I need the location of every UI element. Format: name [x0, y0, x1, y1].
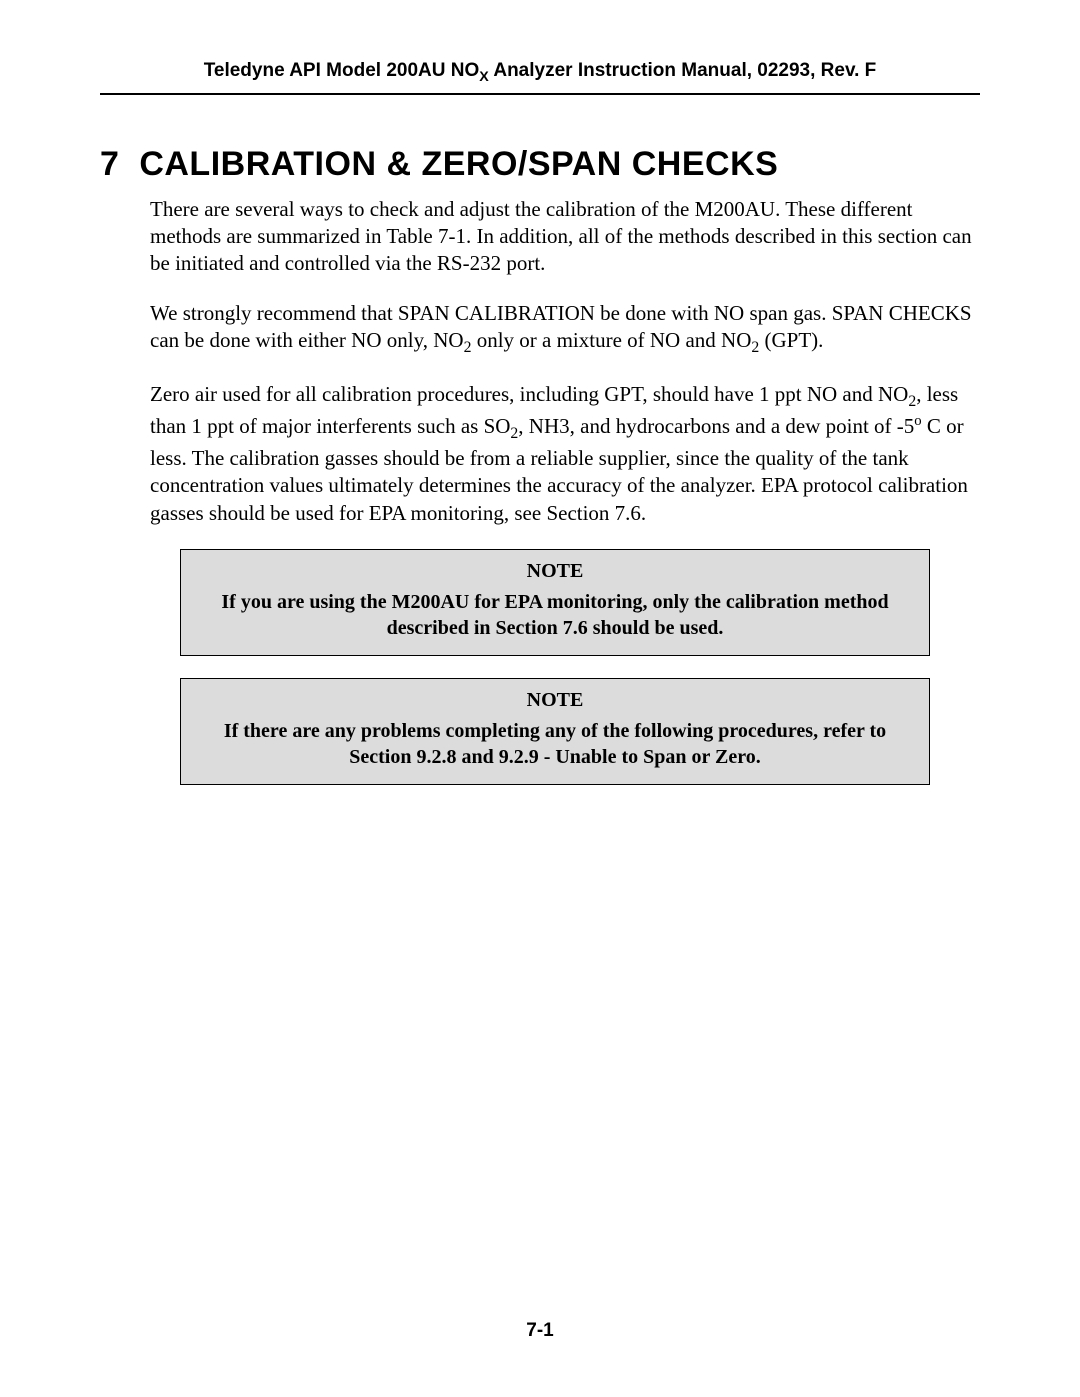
header-prefix: Teledyne API Model 200AU NO: [204, 60, 480, 81]
header-suffix: Analyzer Instruction Manual, 02293, Rev.…: [489, 60, 877, 81]
paragraph-1: There are several ways to check and adju…: [150, 196, 980, 278]
paragraph-2: We strongly recommend that SPAN CALIBRAT…: [150, 300, 980, 359]
p2-part-b: only or a mixture of NO and NO: [471, 328, 751, 352]
p2-part-c: (GPT).: [759, 328, 823, 352]
note-box-1: NOTE If you are using the M200AU for EPA…: [180, 549, 930, 656]
section-title-text: CALIBRATION & ZERO/SPAN CHECKS: [139, 145, 778, 183]
document-header: Teledyne API Model 200AU NOX Analyzer In…: [100, 60, 980, 95]
p3-part-c: , NH3, and hydrocarbons and a dew point …: [518, 414, 914, 438]
page-content: Teledyne API Model 200AU NOX Analyzer In…: [0, 0, 1080, 785]
note2-title: NOTE: [199, 689, 911, 712]
note-box-2: NOTE If there are any problems completin…: [180, 678, 930, 785]
p3-sup: o: [914, 413, 921, 429]
note1-title: NOTE: [199, 560, 911, 583]
note1-body: If you are using the M200AU for EPA moni…: [199, 589, 911, 641]
page-number: 7-1: [0, 1320, 1080, 1342]
p3-part-a: Zero air used for all calibration proced…: [150, 382, 908, 406]
header-subscript: X: [479, 69, 489, 85]
section-heading: 7 CALIBRATION & ZERO/SPAN CHECKS: [100, 145, 980, 184]
paragraph-3: Zero air used for all calibration proced…: [150, 381, 980, 527]
section-number: 7: [100, 145, 119, 183]
note2-body: If there are any problems completing any…: [199, 718, 911, 770]
